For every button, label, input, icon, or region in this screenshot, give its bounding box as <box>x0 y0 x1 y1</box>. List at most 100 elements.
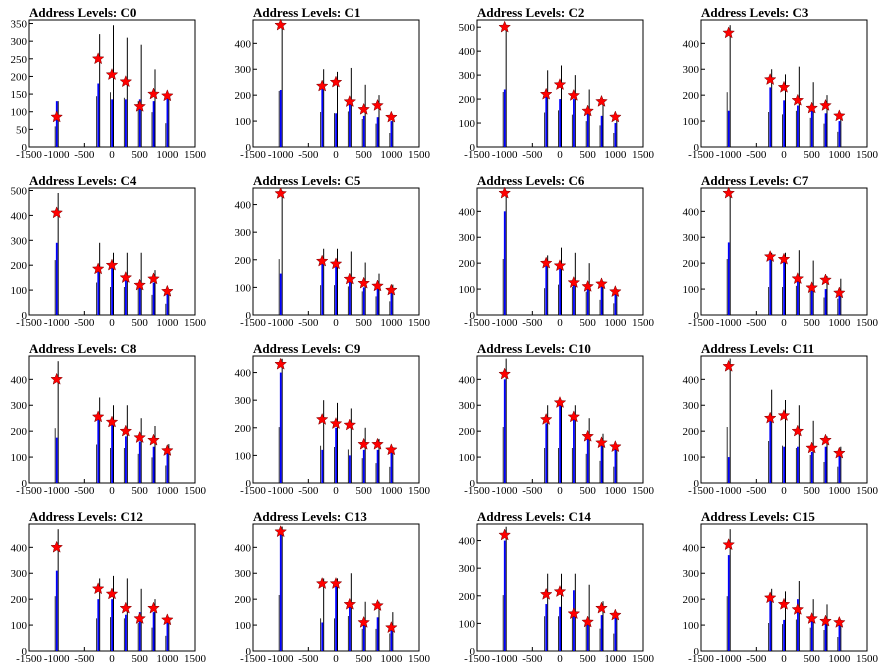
chart-panel: Address Levels: C7 0 100 200 300 400 -1500 -100… <box>683 173 879 329</box>
y-tick-label: 0 <box>246 310 252 322</box>
x-tick-label: -1000 <box>716 653 742 665</box>
level-bar <box>321 449 324 483</box>
level-bar <box>545 263 548 315</box>
chart-title: Address Levels: C5 <box>253 173 361 188</box>
level-marker <box>384 283 398 296</box>
level-bar <box>97 83 100 147</box>
y-tick-label: 300 <box>683 400 700 412</box>
level-bar <box>573 99 575 147</box>
x-tick-label: -1000 <box>44 317 70 329</box>
level-marker <box>539 87 553 100</box>
x-tick-label: 1500 <box>408 149 431 161</box>
level-bar <box>810 619 813 651</box>
level-marker <box>274 186 288 199</box>
level-marker <box>722 26 736 39</box>
level-marker <box>539 256 553 269</box>
level-bar <box>727 110 730 147</box>
chart-title: Address Levels: C10 <box>477 341 591 356</box>
x-tick-label: 1000 <box>604 653 627 665</box>
level-marker <box>805 441 819 454</box>
level-bar <box>321 262 324 315</box>
x-tick-label: 1000 <box>156 653 179 665</box>
y-tick-label: 500 <box>459 22 476 34</box>
level-marker <box>371 437 384 450</box>
x-tick-label: 0 <box>333 317 339 329</box>
x-tick-label: 500 <box>803 317 820 329</box>
y-tick-label: 0 <box>470 646 476 658</box>
level-bar <box>55 437 58 483</box>
level-bar <box>769 257 772 315</box>
x-tick-label: 0 <box>333 149 339 161</box>
y-tick-label: 400 <box>683 38 700 50</box>
level-marker <box>50 372 64 385</box>
level-bar <box>279 273 282 315</box>
x-tick-label: -500 <box>298 485 319 497</box>
x-tick-label: -1000 <box>268 485 294 497</box>
level-marker <box>553 395 567 409</box>
level-bar <box>573 415 575 483</box>
level-marker <box>791 93 805 106</box>
x-tick-label: -1500 <box>464 485 490 497</box>
level-bar <box>279 529 282 651</box>
x-tick-label: 500 <box>579 653 596 665</box>
level-bar <box>362 449 365 483</box>
y-tick-label: 400 <box>235 200 252 212</box>
x-tick-label: 1000 <box>380 317 403 329</box>
y-tick-label: 100 <box>235 620 252 632</box>
y-tick-label: 300 <box>11 568 28 580</box>
x-tick-label: -1500 <box>240 317 266 329</box>
level-marker <box>105 258 119 271</box>
level-marker <box>343 597 357 610</box>
x-tick-label: 500 <box>803 485 820 497</box>
x-tick-label: 1500 <box>632 485 655 497</box>
y-tick-label: 100 <box>459 118 476 130</box>
x-tick-label: -1500 <box>240 485 266 497</box>
x-tick-label: 1000 <box>828 653 851 665</box>
level-bar <box>152 101 155 147</box>
level-bar <box>362 622 365 651</box>
level-bar <box>769 599 772 651</box>
x-tick-label: -1500 <box>688 653 714 665</box>
level-marker <box>91 410 105 423</box>
level-bar <box>111 265 113 315</box>
level-marker <box>539 412 553 425</box>
x-tick-label: -1500 <box>464 317 490 329</box>
level-bar <box>727 457 730 483</box>
level-bar <box>349 455 351 483</box>
x-tick-label: 1500 <box>184 485 207 497</box>
y-tick-label: 100 <box>11 620 28 632</box>
x-tick-label: 500 <box>803 149 820 161</box>
chart-panel: Address Levels: C12 0 100 200 300 400 -1500 -10… <box>11 509 207 665</box>
level-marker <box>357 102 371 115</box>
x-tick-label: 1500 <box>856 149 879 161</box>
chart-title: Address Levels: C14 <box>477 509 591 524</box>
level-marker <box>147 87 160 100</box>
level-marker <box>567 410 581 423</box>
level-marker <box>133 278 147 291</box>
level-marker <box>160 613 174 626</box>
level-bar <box>390 291 393 315</box>
x-tick-label: -1500 <box>688 317 714 329</box>
x-tick-label: 1500 <box>856 485 879 497</box>
level-bar <box>335 427 337 483</box>
y-tick-label: 200 <box>235 423 252 435</box>
y-tick-label: 200 <box>11 260 28 272</box>
level-marker <box>274 525 288 538</box>
x-tick-label: 500 <box>579 485 596 497</box>
level-bar <box>614 123 617 147</box>
level-marker <box>105 415 119 428</box>
level-bar <box>797 446 799 483</box>
x-tick-label: 1500 <box>408 317 431 329</box>
x-tick-label: -1500 <box>688 149 714 161</box>
level-bar <box>545 423 548 483</box>
chart-title: Address Levels: C11 <box>701 341 814 356</box>
x-tick-label: 0 <box>557 149 563 161</box>
level-bar <box>559 606 561 651</box>
level-bar <box>321 87 324 147</box>
x-tick-label: -1500 <box>240 653 266 665</box>
x-tick-label: -1500 <box>464 149 490 161</box>
level-bar <box>166 95 169 147</box>
level-bar <box>614 617 617 651</box>
y-tick-label: 300 <box>11 36 28 48</box>
x-tick-label: 0 <box>333 485 339 497</box>
